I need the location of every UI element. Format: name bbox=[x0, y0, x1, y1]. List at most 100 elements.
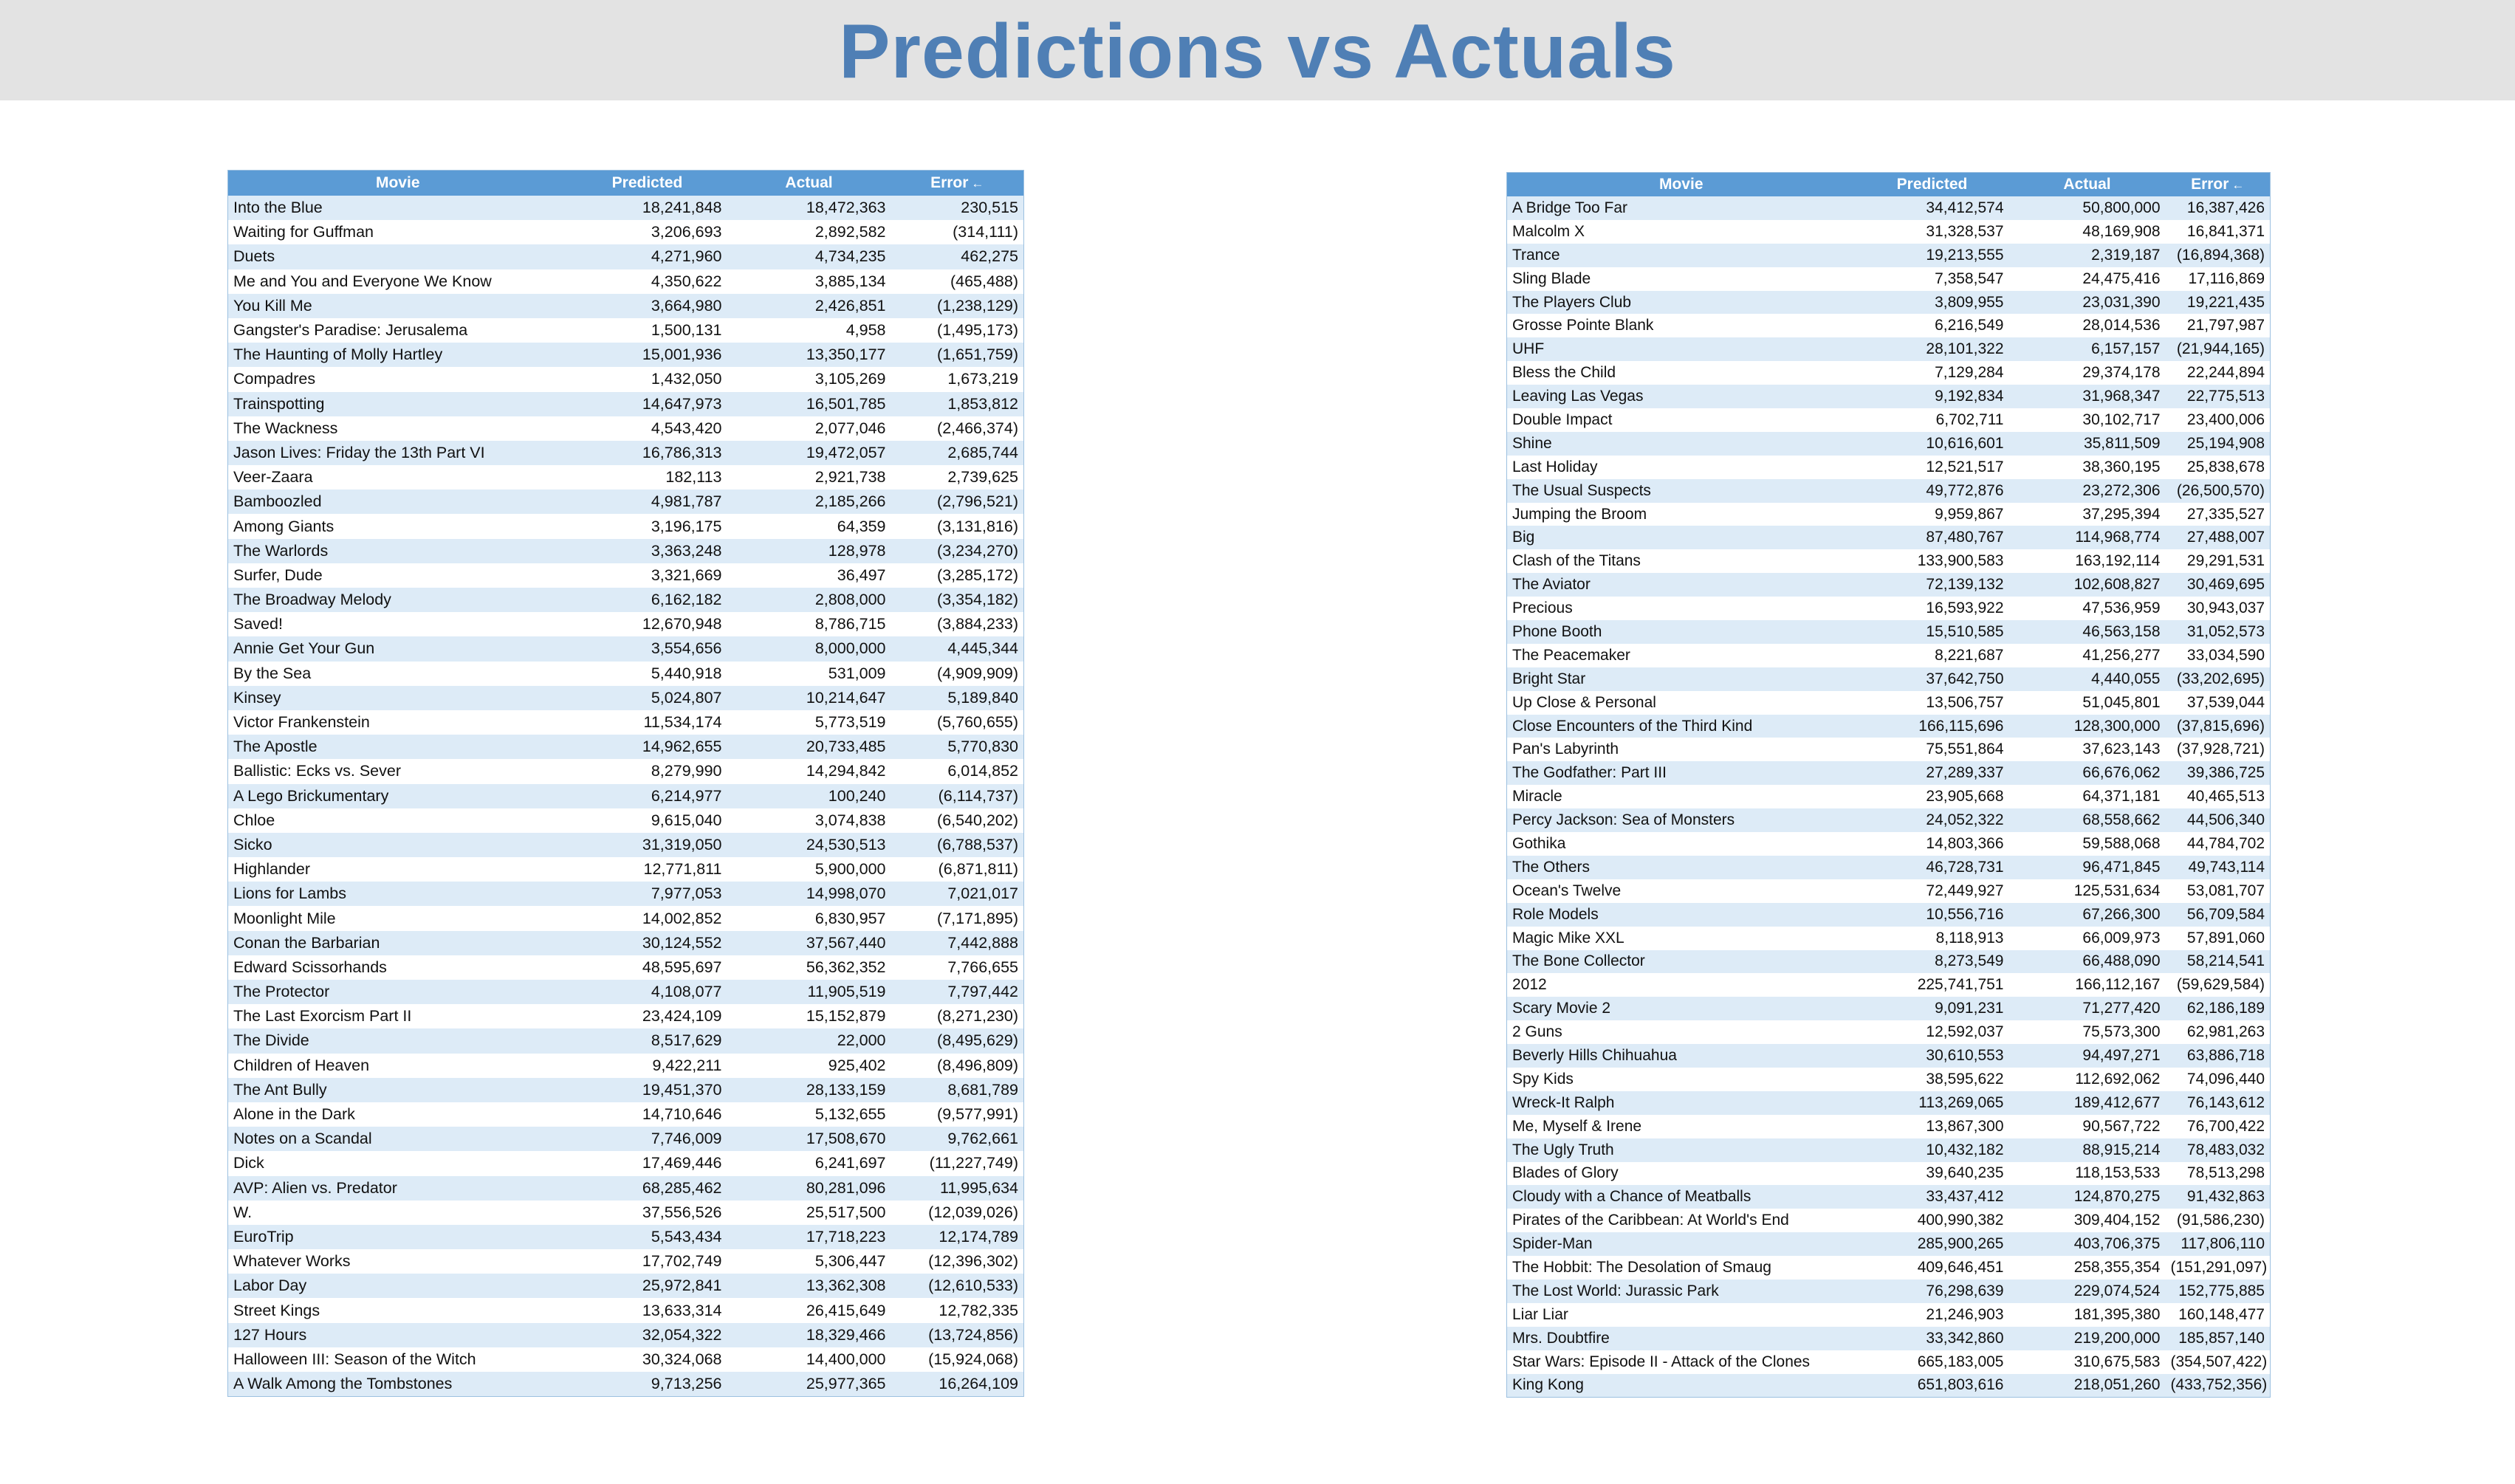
actual-cell: 25,517,500 bbox=[727, 1200, 891, 1225]
column-header-movie[interactable]: Movie bbox=[1506, 172, 1856, 196]
error-cell: (9,577,991) bbox=[891, 1102, 1024, 1127]
movie-cell: Bright Star bbox=[1506, 667, 1856, 691]
error-cell: 16,841,371 bbox=[2165, 219, 2271, 244]
movie-cell: Mrs. Doubtfire bbox=[1506, 1326, 1856, 1350]
table-row: The Hobbit: The Desolation of Smaug 409,6… bbox=[1506, 1256, 2271, 1279]
error-cell: (12,396,302) bbox=[891, 1249, 1024, 1274]
movie-cell: Conan the Barbarian bbox=[227, 930, 568, 955]
column-header-predicted[interactable]: Predicted bbox=[1855, 172, 2009, 196]
column-header-error[interactable]: Error ← bbox=[2165, 172, 2271, 196]
error-cell: (91,586,230) bbox=[2165, 1209, 2271, 1233]
movie-cell: Precious bbox=[1506, 597, 1856, 621]
predicted-cell: 3,554,656 bbox=[567, 636, 727, 662]
column-header-predicted[interactable]: Predicted bbox=[567, 170, 727, 196]
column-header-actual[interactable]: Actual bbox=[727, 170, 891, 196]
actual-cell: 309,404,152 bbox=[2008, 1209, 2166, 1233]
error-cell: 33,034,590 bbox=[2165, 643, 2271, 667]
movie-cell: The Apostle bbox=[227, 735, 568, 760]
sort-indicator-icon[interactable]: ← bbox=[2231, 178, 2245, 192]
column-header-actual[interactable]: Actual bbox=[2008, 172, 2166, 196]
predicted-cell: 23,424,109 bbox=[567, 1004, 727, 1029]
table-row: The Divide 8,517,629 22,000 (8,495,629) bbox=[227, 1028, 1024, 1054]
error-cell: 7,021,017 bbox=[891, 882, 1024, 907]
error-cell: 12,174,789 bbox=[891, 1224, 1024, 1250]
predictions-table-right: Movie Predicted Actual Error ← A Bridge T… bbox=[1506, 172, 2271, 1398]
actual-cell: 2,426,851 bbox=[727, 293, 891, 318]
table-row: Veer-Zaara 182,113 2,921,738 2,739,625 bbox=[227, 465, 1024, 490]
movie-cell: Sicko bbox=[227, 832, 568, 858]
actual-cell: 2,892,582 bbox=[727, 220, 891, 245]
column-header-movie[interactable]: Movie bbox=[227, 170, 568, 196]
table-row: Moonlight Mile 14,002,852 6,830,957 (7,171,… bbox=[227, 906, 1024, 931]
actual-cell: 2,808,000 bbox=[727, 588, 891, 613]
table-row: Children of Heaven 9,422,211 925,402 (8,496… bbox=[227, 1053, 1024, 1078]
actual-cell: 11,905,519 bbox=[727, 980, 891, 1005]
actual-cell: 30,102,717 bbox=[2008, 408, 2166, 432]
movie-cell: Pirates of the Caribbean: At World's End bbox=[1506, 1209, 1856, 1233]
predicted-cell: 1,500,131 bbox=[567, 317, 727, 343]
actual-cell: 19,472,057 bbox=[727, 440, 891, 466]
error-cell: 230,515 bbox=[891, 196, 1024, 221]
error-cell: 40,465,513 bbox=[2165, 785, 2271, 809]
actual-cell: 68,558,662 bbox=[2008, 808, 2166, 833]
actual-cell: 15,152,879 bbox=[727, 1004, 891, 1029]
actual-cell: 24,475,416 bbox=[2008, 267, 2166, 291]
movie-cell: Liar Liar bbox=[1506, 1302, 1856, 1327]
sort-indicator-icon[interactable]: ← bbox=[971, 176, 984, 190]
actual-cell: 114,968,774 bbox=[2008, 526, 2166, 550]
actual-cell: 6,157,157 bbox=[2008, 337, 2166, 362]
predicted-cell: 6,214,977 bbox=[567, 783, 727, 808]
predicted-cell: 9,192,834 bbox=[1855, 385, 2009, 409]
error-cell: 8,681,789 bbox=[891, 1077, 1024, 1102]
movie-cell: AVP: Alien vs. Predator bbox=[227, 1175, 568, 1200]
predicted-cell: 7,977,053 bbox=[567, 882, 727, 907]
column-header-error[interactable]: Error ← bbox=[891, 170, 1024, 196]
predicted-cell: 12,592,037 bbox=[1855, 1020, 2009, 1045]
actual-cell: 90,567,722 bbox=[2008, 1114, 2166, 1138]
movie-cell: Wreck-It Ralph bbox=[1506, 1090, 1856, 1115]
predicted-cell: 48,595,697 bbox=[567, 955, 727, 980]
error-cell: 1,673,219 bbox=[891, 367, 1024, 392]
table-row: Chloe 9,615,040 3,074,838 (6,540,202) bbox=[227, 808, 1024, 833]
error-cell: (3,131,816) bbox=[891, 514, 1024, 539]
error-cell: 27,335,527 bbox=[2165, 502, 2271, 526]
predicted-cell: 37,556,526 bbox=[567, 1200, 727, 1225]
table-row: Street Kings 13,633,314 26,415,649 12,782,3… bbox=[227, 1298, 1024, 1323]
movie-cell: Last Holiday bbox=[1506, 455, 1856, 479]
predicted-cell: 8,279,990 bbox=[567, 759, 727, 784]
table-row: The Broadway Melody 6,162,182 2,808,000 (3,… bbox=[227, 588, 1024, 613]
actual-cell: 35,811,509 bbox=[2008, 431, 2166, 456]
movie-cell: Street Kings bbox=[227, 1298, 568, 1323]
error-cell: 1,853,812 bbox=[891, 391, 1024, 416]
table-row: Trance 19,213,555 2,319,187 (16,894,368) bbox=[1506, 243, 2271, 267]
movie-cell: Clash of the Titans bbox=[1506, 549, 1856, 574]
header-row: Movie Predicted Actual Error ← bbox=[1506, 172, 2271, 196]
table-row: The Players Club 3,809,955 23,031,390 19,22… bbox=[1506, 290, 2271, 315]
actual-cell: 3,105,269 bbox=[727, 367, 891, 392]
actual-cell: 6,830,957 bbox=[727, 906, 891, 931]
actual-cell: 310,675,583 bbox=[2008, 1350, 2166, 1374]
table-row: Trainspotting 14,647,973 16,501,785 1,853,8… bbox=[227, 391, 1024, 416]
table-row: Annie Get Your Gun 3,554,656 8,000,000 4,44… bbox=[227, 636, 1024, 662]
movie-cell: Notes on a Scandal bbox=[227, 1127, 568, 1152]
error-cell: (8,495,629) bbox=[891, 1028, 1024, 1054]
movie-cell: Labor Day bbox=[227, 1274, 568, 1299]
actual-cell: 14,400,000 bbox=[727, 1347, 891, 1372]
movie-cell: Moonlight Mile bbox=[227, 906, 568, 931]
table-row: Close Encounters of the Third Kind 166,11… bbox=[1506, 714, 2271, 738]
movie-cell: Saved! bbox=[227, 612, 568, 637]
actual-cell: 128,300,000 bbox=[2008, 714, 2166, 738]
predicted-cell: 9,091,231 bbox=[1855, 997, 2009, 1021]
error-cell: 44,506,340 bbox=[2165, 808, 2271, 833]
movie-cell: Into the Blue bbox=[227, 196, 568, 221]
movie-cell: The Aviator bbox=[1506, 573, 1856, 597]
actual-cell: 5,773,519 bbox=[727, 710, 891, 735]
movie-cell: 2012 bbox=[1506, 973, 1856, 997]
table-row: UHF 28,101,322 6,157,157 (21,944,165) bbox=[1506, 337, 2271, 362]
actual-cell: 8,000,000 bbox=[727, 636, 891, 662]
error-cell: 11,995,634 bbox=[891, 1175, 1024, 1200]
actual-cell: 88,915,214 bbox=[2008, 1138, 2166, 1162]
movie-cell: The Lost World: Jurassic Park bbox=[1506, 1279, 1856, 1303]
movie-cell: Lions for Lambs bbox=[227, 882, 568, 907]
error-cell: (37,928,721) bbox=[2165, 738, 2271, 762]
